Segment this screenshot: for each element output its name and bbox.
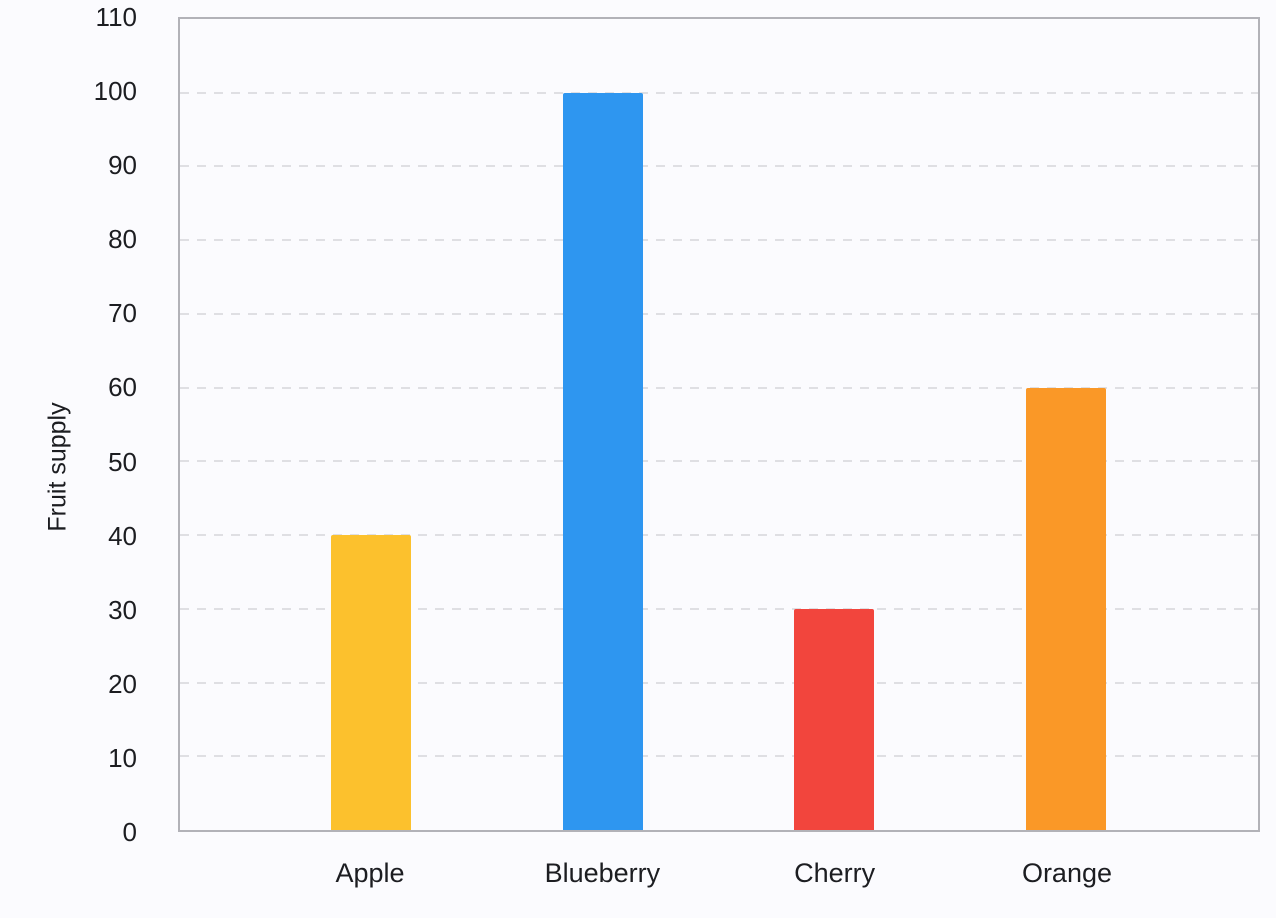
y-tick-label-110: 110 [95, 2, 137, 32]
x-tick-label-cherry: Cherry [794, 858, 876, 888]
x-tick-label-orange: Orange [1021, 858, 1112, 888]
bar-apple [331, 535, 412, 830]
gridline-20 [180, 681, 1258, 684]
gridline-80 [180, 239, 1258, 242]
y-tick-label-90: 90 [108, 150, 137, 181]
gridline-90 [180, 165, 1258, 168]
plot-area [178, 17, 1260, 832]
bar-cherry [794, 608, 875, 830]
gridline-40 [180, 534, 1258, 537]
gridline-60 [180, 386, 1258, 389]
y-axis-tick-labels: 0 10 20 30 40 50 60 70 80 90 100 110 [0, 4, 158, 845]
y-tick-label-40: 40 [108, 520, 137, 551]
y-tick-label-100: 100 [93, 76, 137, 107]
gridline-70 [180, 312, 1258, 315]
y-tick-label-70: 70 [108, 298, 137, 329]
gridline-50 [180, 460, 1258, 463]
y-tick-label-20: 20 [108, 668, 137, 699]
y-tick-label-10: 10 [108, 742, 137, 773]
y-tick-label-80: 80 [108, 224, 137, 255]
bar-orange [1025, 387, 1106, 830]
gridline-100 [180, 91, 1258, 94]
x-tick-label-apple: Apple [335, 858, 405, 888]
y-tick-label-0: 0 [122, 817, 137, 847]
gridline-30 [180, 607, 1258, 610]
x-tick-label-blueberry: Blueberry [544, 858, 661, 888]
y-tick-label-60: 60 [108, 372, 137, 403]
gridline-10 [180, 755, 1258, 758]
y-tick-label-50: 50 [108, 446, 137, 477]
y-tick-label-30: 30 [108, 594, 137, 625]
bar-blueberry [562, 92, 643, 830]
x-axis-tick-labels: Apple Blueberry Cherry Orange [178, 856, 1260, 896]
